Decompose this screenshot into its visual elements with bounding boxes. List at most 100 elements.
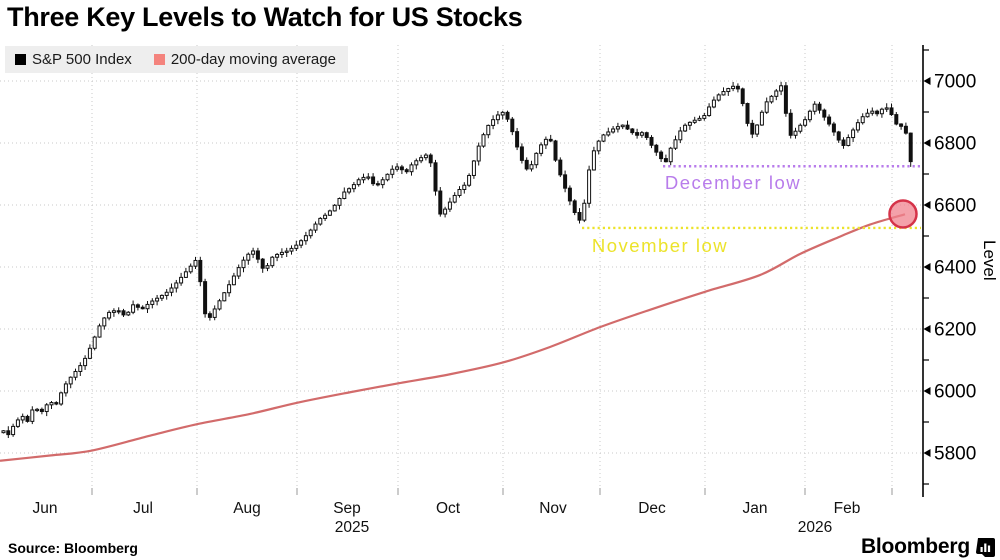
candle [30, 406, 35, 425]
candle-body [227, 284, 232, 294]
candle-body [294, 244, 299, 249]
candle [63, 381, 68, 397]
candle-body [481, 134, 486, 147]
candle [212, 305, 217, 321]
candle [83, 355, 88, 370]
candle-body [179, 276, 184, 284]
candle [582, 199, 587, 223]
candle [361, 173, 366, 184]
candle [107, 310, 112, 321]
candle-body [615, 126, 620, 130]
candle-body [759, 111, 764, 126]
candle-body [140, 306, 145, 310]
candle [884, 103, 889, 112]
candle [102, 317, 107, 330]
candle-body [903, 125, 908, 134]
candle [409, 162, 414, 176]
candle [649, 135, 654, 149]
gridlines [0, 45, 921, 495]
candle-body [851, 129, 856, 139]
candle [697, 115, 702, 122]
candle [255, 247, 260, 264]
candle-body [375, 183, 380, 186]
candle-body [644, 132, 649, 138]
candle-body [577, 212, 582, 221]
candle [793, 127, 798, 139]
candle [231, 272, 236, 286]
candle [78, 362, 83, 376]
x-axis-year-label: 2026 [798, 519, 832, 536]
candle [246, 252, 251, 265]
x-axis-month-label: Nov [539, 500, 567, 517]
candle [903, 122, 908, 135]
candle [711, 96, 716, 109]
candle [385, 173, 390, 182]
candle [611, 125, 616, 134]
candle [500, 110, 505, 120]
candle [539, 142, 544, 157]
candle-body [452, 194, 457, 203]
december-low-label: December low [665, 172, 801, 193]
candle [203, 278, 208, 318]
candle-body [231, 275, 236, 286]
candle-body [395, 166, 400, 170]
candle-body [783, 85, 788, 114]
candle [207, 311, 212, 321]
candle-body [611, 128, 616, 133]
candle [606, 127, 611, 137]
candle-body [649, 136, 654, 146]
candle [659, 150, 664, 162]
candle [68, 376, 73, 389]
y-axis-major-tick [923, 449, 931, 457]
candle-body [548, 138, 553, 142]
candle-body [83, 357, 88, 367]
candle-body [92, 336, 97, 349]
y-axis-tick-label: 6200 [934, 320, 976, 341]
candle-body [601, 134, 606, 142]
candle-body [827, 116, 832, 125]
candle-body [803, 119, 808, 126]
candle-body [491, 119, 496, 126]
candle-body [596, 140, 601, 152]
candle [35, 407, 40, 413]
candle-body [793, 130, 798, 136]
x-axis-month-label: Aug [233, 500, 261, 517]
candle [534, 152, 539, 169]
candle-body [54, 402, 59, 405]
candle [894, 112, 899, 126]
candle [183, 267, 188, 279]
candle-body [654, 144, 659, 153]
candle [390, 165, 395, 179]
candle-body [135, 304, 140, 308]
candle [159, 294, 164, 301]
candle [515, 127, 520, 151]
candle [126, 311, 131, 317]
candle [1, 430, 6, 434]
candle-body [841, 139, 846, 146]
candle-body [255, 250, 260, 260]
candle [366, 173, 371, 181]
candle [899, 123, 904, 130]
candle-body [15, 419, 20, 427]
candle [251, 247, 256, 259]
candle-body [567, 187, 572, 202]
candle-body [121, 310, 126, 316]
candle-body [683, 124, 688, 132]
candle-body [111, 310, 116, 313]
candle [15, 417, 20, 428]
candle [308, 228, 313, 239]
candle-body [366, 176, 371, 179]
candle [702, 112, 707, 121]
candle-body [563, 174, 568, 189]
candle [587, 165, 592, 208]
marker-circle-icon [888, 199, 918, 229]
candle [299, 239, 304, 249]
candle-body [73, 370, 78, 378]
candle [831, 121, 836, 136]
candle-body [515, 131, 520, 148]
candle [217, 298, 222, 311]
candle-body [471, 160, 476, 176]
candle [860, 113, 865, 125]
candle-body [587, 169, 592, 204]
candle-body [342, 191, 347, 199]
